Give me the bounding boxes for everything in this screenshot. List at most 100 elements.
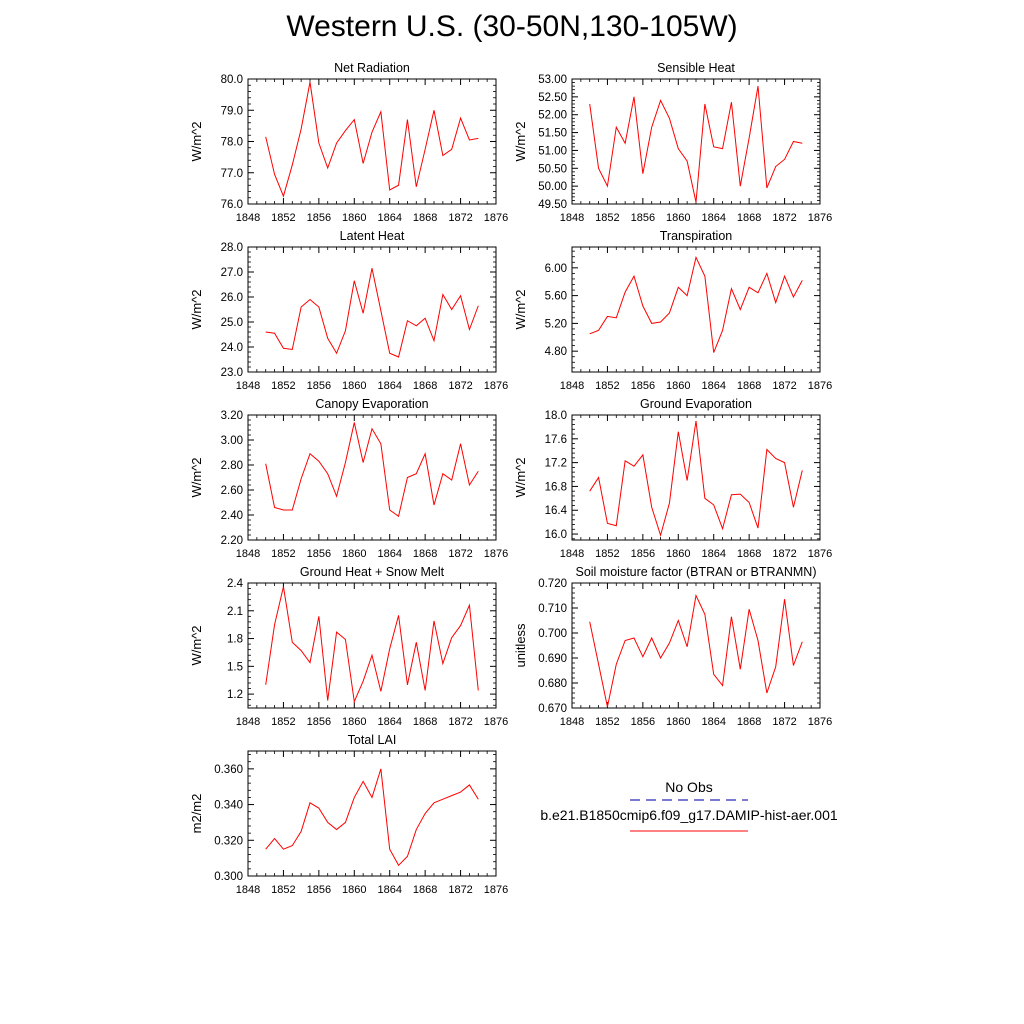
- y-axis-label: W/m^2: [513, 457, 528, 497]
- x-tick-label: 1868: [413, 212, 437, 224]
- x-tick-label: 1868: [413, 884, 437, 896]
- y-tick-label: 25.0: [221, 317, 243, 329]
- x-tick-label: 1876: [808, 548, 832, 560]
- x-tick-label: 1876: [484, 380, 508, 392]
- x-tick-label: 1872: [772, 212, 796, 224]
- chart-panel: Canopy Evaporation W/m^2 1848 1852 1856 1860 1…: [189, 397, 508, 560]
- plot-frame: [571, 246, 821, 373]
- y-tick-label: 3.00: [221, 435, 243, 447]
- plot-frame: [247, 414, 497, 541]
- y-tick-label: 0.360: [214, 764, 243, 776]
- x-tick-label: 1876: [484, 884, 508, 896]
- x-tick-label: 1876: [808, 716, 832, 728]
- chart-panel: Transpiration W/m^2 1848 1852 1856 1860 1864 18…: [513, 229, 832, 392]
- y-tick-label: 3.20: [221, 410, 243, 422]
- x-tick-label: 1864: [377, 884, 401, 896]
- y-tick-label: 2.40: [221, 510, 243, 522]
- x-tick-label: 1876: [808, 380, 832, 392]
- x-tick-label: 1852: [595, 548, 619, 560]
- y-tick-label: 16.8: [545, 481, 567, 493]
- y-tick-label: 0.690: [538, 653, 567, 665]
- series-line: [265, 268, 479, 358]
- y-axis-label: unitless: [513, 623, 528, 668]
- x-tick-label: 1852: [271, 380, 295, 392]
- plot-frame: [571, 414, 821, 541]
- y-tick-label: 78.0: [221, 137, 243, 149]
- plot-frame: [247, 582, 497, 709]
- x-tick-label: 1848: [236, 548, 260, 560]
- x-tick-label: 1864: [377, 380, 401, 392]
- x-tick-label: 1848: [236, 716, 260, 728]
- y-tick-label: 51.00: [538, 145, 567, 157]
- panel-title: Net Radiation: [334, 61, 410, 75]
- x-tick-label: 1848: [236, 380, 260, 392]
- y-tick-label: 51.50: [538, 128, 567, 140]
- plot-frame: [571, 78, 821, 205]
- y-tick-label: 52.00: [538, 110, 567, 122]
- y-tick-label: 5.20: [545, 318, 567, 330]
- y-tick-label: 52.50: [538, 92, 567, 104]
- panel-title: Transpiration: [660, 229, 733, 243]
- y-tick-label: 17.6: [545, 434, 567, 446]
- chart-panel: Latent Heat W/m^2 1848 1852 1856 1860 1864 1868…: [189, 229, 508, 392]
- x-tick-label: 1848: [560, 212, 584, 224]
- y-tick-label: 27.0: [221, 267, 243, 279]
- x-tick-label: 1872: [772, 380, 796, 392]
- x-tick-label: 1876: [808, 212, 832, 224]
- plot-frame: [571, 582, 821, 709]
- chart-panel: Net Radiation W/m^2 1848 1852 1856 1860 1864 18…: [189, 61, 508, 224]
- x-tick-label: 1848: [560, 548, 584, 560]
- y-axis-label: W/m^2: [513, 289, 528, 329]
- y-tick-label: 53.00: [538, 74, 567, 86]
- y-tick-label: 2.20: [221, 535, 243, 547]
- y-tick-label: 1.5: [227, 661, 243, 673]
- y-tick-label: 76.0: [221, 199, 243, 211]
- series-line: [265, 768, 479, 867]
- x-tick-label: 1848: [236, 884, 260, 896]
- y-tick-label: 6.00: [545, 263, 567, 275]
- panel-title: Latent Heat: [340, 229, 405, 243]
- y-axis-label: m2/m2: [189, 794, 204, 834]
- x-tick-label: 1876: [484, 716, 508, 728]
- panel-title: Sensible Heat: [657, 61, 735, 75]
- y-tick-label: 0.710: [538, 603, 567, 615]
- y-tick-label: 79.0: [221, 105, 243, 117]
- x-tick-label: 1864: [377, 548, 401, 560]
- chart-panel: Sensible Heat W/m^2 1848 1852 1856 1860 1864 18…: [513, 61, 832, 224]
- series-line: [589, 593, 803, 707]
- x-tick-label: 1864: [377, 716, 401, 728]
- x-tick-label: 1856: [307, 548, 331, 560]
- y-tick-label: 77.0: [221, 168, 243, 180]
- y-tick-label: 2.1: [227, 606, 243, 618]
- x-tick-label: 1860: [666, 212, 690, 224]
- chart-panel: Ground Heat + Snow Melt W/m^2 1848 1852 1856…: [189, 565, 508, 728]
- x-tick-label: 1860: [342, 884, 366, 896]
- x-tick-label: 1856: [307, 884, 331, 896]
- y-tick-label: 49.50: [538, 199, 567, 211]
- y-tick-label: 1.8: [227, 634, 243, 646]
- plot-frame: [247, 78, 497, 205]
- y-axis-label: W/m^2: [189, 289, 204, 329]
- y-tick-label: 2.80: [221, 460, 243, 472]
- y-tick-label: 2.60: [221, 485, 243, 497]
- x-tick-label: 1864: [701, 716, 725, 728]
- y-tick-label: 0.700: [538, 628, 567, 640]
- y-tick-label: 50.00: [538, 181, 567, 193]
- x-tick-label: 1856: [631, 548, 655, 560]
- y-tick-label: 0.680: [538, 678, 567, 690]
- series-line: [589, 86, 803, 203]
- x-tick-label: 1856: [631, 716, 655, 728]
- series-line: [265, 422, 479, 518]
- y-tick-label: 0.300: [214, 871, 243, 883]
- x-tick-label: 1872: [448, 212, 472, 224]
- x-tick-label: 1864: [701, 212, 725, 224]
- y-tick-label: 0.670: [538, 703, 567, 715]
- y-tick-label: 16.0: [545, 529, 567, 541]
- y-tick-label: 23.0: [221, 367, 243, 379]
- panel-title: Canopy Evaporation: [315, 397, 428, 411]
- page-title: Western U.S. (30-50N,130-105W): [286, 10, 738, 43]
- x-tick-label: 1872: [448, 716, 472, 728]
- x-tick-label: 1856: [307, 380, 331, 392]
- y-tick-label: 80.0: [221, 74, 243, 86]
- x-tick-label: 1872: [448, 548, 472, 560]
